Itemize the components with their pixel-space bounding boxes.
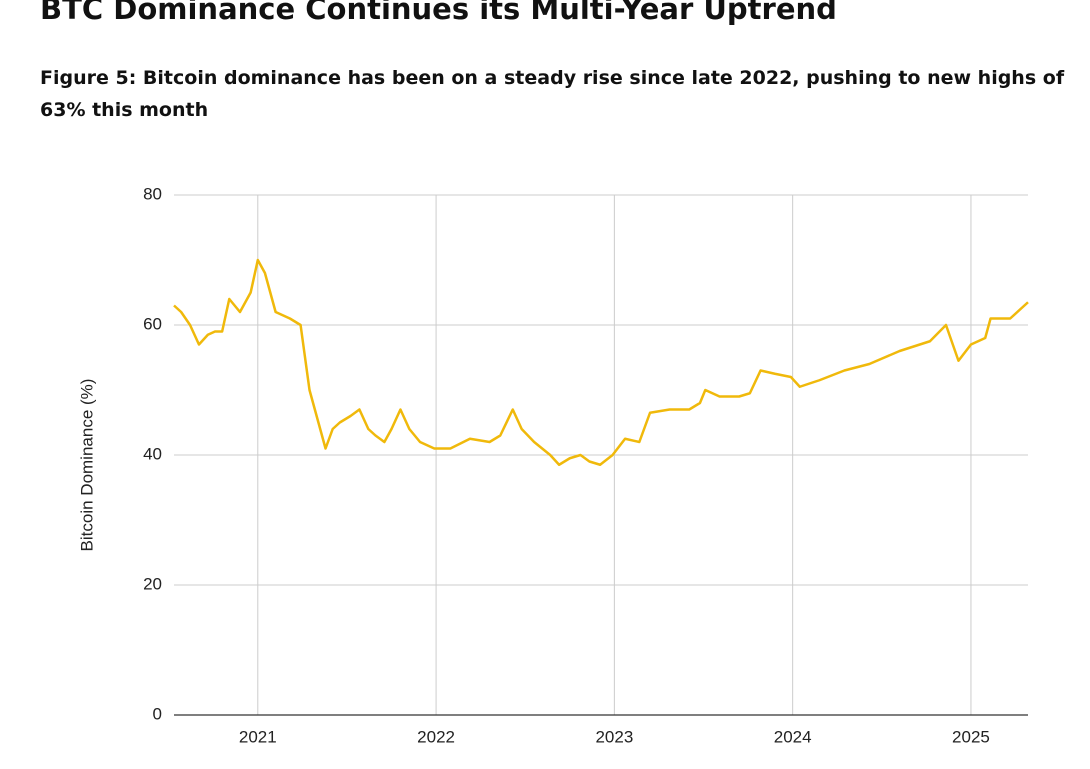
y-axis-label: Bitcoin Dominance (%)	[77, 379, 96, 552]
line	[173, 258, 1029, 466]
chart-title: Figure 5: Bitcoin dominance has been on …	[40, 67, 1065, 121]
x-tick-label: 2025	[952, 727, 990, 746]
x-tick-label: 2022	[417, 727, 455, 746]
y-tick-label: 0	[153, 704, 162, 723]
x-tick-label: 2021	[239, 727, 277, 746]
y-tick-label: 20	[143, 574, 162, 593]
x-tick-label: 2024	[774, 727, 812, 746]
y-tick-label: 80	[143, 184, 162, 203]
page-title: BTC Dominance Continues its Multi-Year U…	[40, 0, 837, 26]
y-tick-label: 60	[143, 314, 162, 333]
y-tick-label: 40	[143, 444, 162, 463]
x-tick-label: 2023	[595, 727, 633, 746]
